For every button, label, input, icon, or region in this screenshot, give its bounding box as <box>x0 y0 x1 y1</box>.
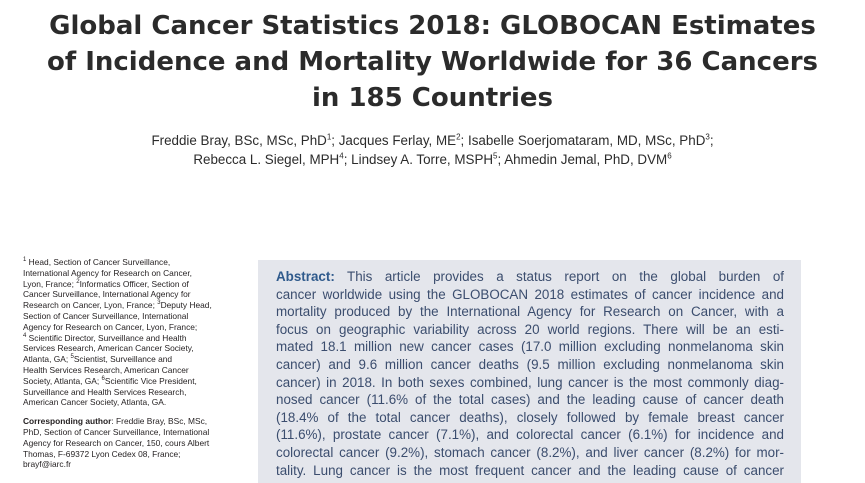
affil-text: Head, Section of Cancer Surveillance, <box>26 257 171 267</box>
corresponding-label: Corresponding author <box>23 416 112 427</box>
affil-sup: 6 <box>101 375 105 382</box>
affiliation-line: 4 Scientific Director, Surveillance and … <box>23 333 248 344</box>
author-line: Rebecca L. Siegel, MPH4; Lindsey A. Torr… <box>20 150 845 169</box>
author-list: Freddie Bray, BSc, MSc, PhD1; Jacques Fe… <box>20 131 845 169</box>
abstract-box: Abstract: This article provides a status… <box>258 260 801 483</box>
affil-text: Services Research, American Cancer Socie… <box>23 343 194 354</box>
abstract-line: colorectal cancer (9.2%), stomach cancer… <box>276 444 784 460</box>
abstract-line: mortality produced by the International … <box>276 304 784 320</box>
affil-text: Scientific Director, Surveillance and He… <box>26 332 187 343</box>
author-affil-sup: 1 <box>326 132 332 142</box>
affiliation-line: Surveillance and Health Services Researc… <box>23 387 248 398</box>
affil-text: Deputy Head, <box>160 300 212 311</box>
affiliation-line: Agency for Research on Cancer, Lyon, Fra… <box>23 322 248 333</box>
author-line: Freddie Bray, BSc, MSc, PhD1; Jacques Fe… <box>20 131 845 150</box>
author-name: Isabelle Soerjomataram, MD, MSc, PhD <box>467 133 706 148</box>
article-title: Global Cancer Statistics 2018: GLOBOCAN … <box>20 8 845 116</box>
affil-text: Surveillance and Health Services Researc… <box>23 386 187 397</box>
affiliation-line: Health Services Research, American Cance… <box>23 365 248 376</box>
corresponding-text: : Freddie Bray, BSc, MSc, <box>111 416 208 427</box>
affiliation-line: Section of Cancer Surveillance, Internat… <box>23 311 248 322</box>
abstract-line: focus on geographic variability across 2… <box>276 321 784 337</box>
corresponding-author: Corresponding author: Freddie Bray, BSc,… <box>23 416 248 470</box>
abstract-line-text: This article provides a status report on… <box>334 269 784 284</box>
author-name: Rebecca L. Siegel, MPH <box>193 152 340 167</box>
author-separator: ; <box>497 152 505 167</box>
corresponding-line: Agency for Research on Cancer, 150, cour… <box>23 437 210 448</box>
affiliations-footnote: 1 Head, Section of Cancer Surveillance, … <box>23 257 248 470</box>
affil-text: Atlanta, GA; <box>23 354 71 365</box>
affil-text: Scientific Vice President, <box>104 375 197 386</box>
affiliation-line: 1 Head, Section of Cancer Surveillance, <box>23 257 248 268</box>
abstract-text: Abstract: This article provides a status… <box>276 268 784 479</box>
author-separator: ; <box>343 152 352 167</box>
abstract-line: cancer worldwide using the GLOBOCAN 2018… <box>276 286 784 302</box>
affiliation-line: Society, Atlanta, GA; 6Scientific Vice P… <box>23 376 248 387</box>
affil-text: Agency for Research on Cancer, Lyon, Fra… <box>23 321 198 332</box>
affil-text: International Agency for Research on Can… <box>23 267 192 278</box>
author-affil-sup: 5 <box>493 151 498 161</box>
author-separator: ; <box>709 133 714 148</box>
corresponding-email[interactable]: brayf@iarc.fr <box>23 459 72 470</box>
author-name: Lindsey A. Torre, MSPH <box>351 152 494 167</box>
author-name: Ahmedin Jemal, PhD, DVM <box>504 152 668 167</box>
affiliation-line: Atlanta, GA; 5Scientist, Surveillance an… <box>23 354 248 365</box>
author-affil-sup: 2 <box>456 132 461 142</box>
affiliation-line: Services Research, American Cancer Socie… <box>23 343 248 354</box>
affil-text: Research on Cancer, Lyon, France; <box>23 300 158 311</box>
author-separator: ; <box>331 133 339 148</box>
author-separator: ; <box>460 133 468 148</box>
author-affil-sup: 6 <box>667 151 672 161</box>
author-affil-sup: 3 <box>705 132 710 142</box>
affil-sup: 4 <box>23 332 27 339</box>
author-affil-sup: 4 <box>339 151 344 161</box>
corresponding-line: Corresponding author: Freddie Bray, BSc,… <box>23 416 248 427</box>
author-name: Jacques Ferlay, ME <box>338 133 457 148</box>
affil-sup: 5 <box>70 354 74 361</box>
abstract-line: cancer) and 9.6 million cancer deaths (9… <box>276 356 784 372</box>
corresponding-line: PhD, Section of Cancer Surveillance, Int… <box>23 426 210 437</box>
affil-text: American Cancer Society, Atlanta, GA. <box>23 397 167 408</box>
abstract-line: (11.6%), prostate cancer (7.1%), and col… <box>276 427 784 443</box>
affiliation-line: International Agency for Research on Can… <box>23 268 248 279</box>
affil-sup: 2 <box>76 278 80 285</box>
affil-text: Scientist, Surveillance and <box>73 354 173 365</box>
title-line: of Incidence and Mortality Worldwide for… <box>46 47 819 77</box>
abstract-line: cancer) in 2018. In both sexes combined,… <box>276 374 784 390</box>
affil-sup: 1 <box>23 257 27 264</box>
affil-text: Health Services Research, American Cance… <box>23 364 189 375</box>
title-line: Global Cancer Statistics 2018: GLOBOCAN … <box>49 11 816 41</box>
abstract-line: nosed cancer (11.6% of the total cases) … <box>276 392 784 408</box>
abstract-line: tality. Lung cancer is the most frequent… <box>276 462 784 478</box>
affil-text: Section of Cancer Surveillance, Internat… <box>23 310 189 321</box>
affiliation-line: American Cancer Society, Atlanta, GA. <box>23 397 248 408</box>
abstract-line: Abstract: This article provides a status… <box>276 268 784 286</box>
affil-text: Lyon, France; <box>23 278 77 289</box>
affiliation-line: Cancer Surveillance, International Agenc… <box>23 289 248 300</box>
abstract-label: Abstract: <box>276 269 335 284</box>
affil-text: Informatics Officer, Section of <box>79 278 189 289</box>
abstract-line: mated 18.1 million new cancer cases (17.… <box>276 339 784 355</box>
affil-text: Society, Atlanta, GA; <box>23 375 102 386</box>
affil-text: Cancer Surveillance, International Agenc… <box>23 289 191 300</box>
title-line: in 185 Countries <box>311 83 554 113</box>
affil-sup: 3 <box>157 300 161 307</box>
affiliation-line: Research on Cancer, Lyon, France; 3Deput… <box>23 300 248 311</box>
corresponding-line: Thomas, F-69372 Lyon Cedex 08, France; <box>23 448 181 459</box>
affiliation-line: Lyon, France; 2Informatics Officer, Sect… <box>23 279 248 290</box>
abstract-line: (18.4% of the total cancer deaths), clos… <box>276 409 784 425</box>
author-name: Freddie Bray, BSc, MSc, PhD <box>151 133 327 148</box>
